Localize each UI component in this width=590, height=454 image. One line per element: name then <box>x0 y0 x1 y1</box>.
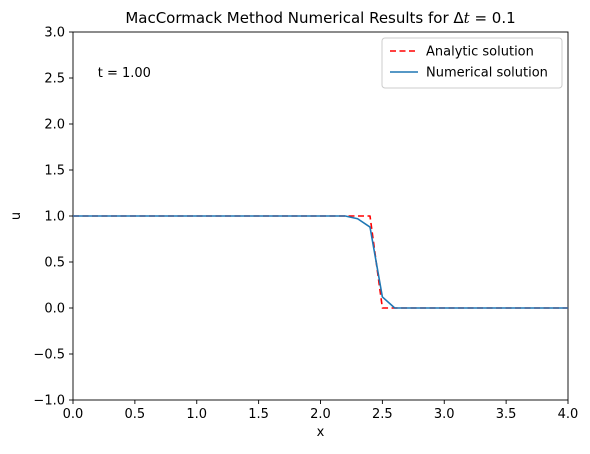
y-tick-label: −0.5 <box>33 348 65 363</box>
x-tick-label: 1.5 <box>248 407 269 422</box>
y-tick-label: 1.5 <box>44 164 65 179</box>
x-tick-label: 1.0 <box>186 407 207 422</box>
axes: 0.0 0.5 1.0 1.5 2.0 2.5 3.0 3.5 4.0 −1.0 −0.5 0.0 0.… <box>33 26 578 423</box>
series-line-numerical <box>73 215 568 309</box>
legend-box <box>381 37 563 89</box>
y-tick-label: 1.0 <box>44 210 65 225</box>
x-tick-label: 0.0 <box>63 407 84 422</box>
x-axis-label: x <box>317 425 325 440</box>
x-tick-label: 0.5 <box>125 407 146 422</box>
x-tick-label: 3.5 <box>496 407 517 422</box>
y-tick-label: 2.0 <box>44 118 65 133</box>
legend-label: Numerical solution <box>426 66 548 81</box>
plot-area <box>73 215 568 309</box>
y-tick-label: 3.0 <box>44 26 65 41</box>
y-tick-label: −1.0 <box>33 394 65 409</box>
series-line-analytic <box>73 215 568 309</box>
legend-label: Analytic solution <box>426 45 534 60</box>
y-tick-label: 0.0 <box>44 302 65 317</box>
chart-title: MacCormack Method Numerical Results for … <box>125 9 515 27</box>
x-tick-label: 4.0 <box>558 407 579 422</box>
y-tick-label: 0.5 <box>44 256 65 271</box>
x-tick-label: 2.5 <box>372 407 393 422</box>
legend: Analytic solution Numerical solution <box>381 37 563 89</box>
y-axis-label: u <box>9 212 24 220</box>
y-tick-label: 2.5 <box>44 72 65 87</box>
time-annotation: t = 1.00 <box>98 66 151 81</box>
x-tick-label: 3.0 <box>434 407 455 422</box>
x-tick-label: 2.0 <box>310 407 331 422</box>
